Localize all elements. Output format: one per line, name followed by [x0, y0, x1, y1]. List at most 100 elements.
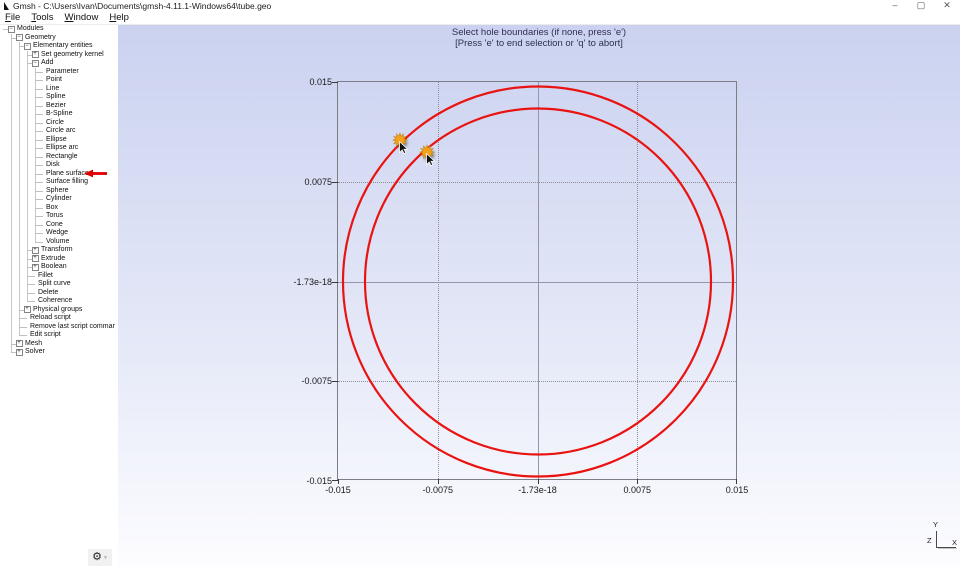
tree-item-delete[interactable]: Delete: [0, 289, 118, 298]
tree-item-fillet[interactable]: Fillet: [0, 272, 118, 281]
tree-item-rectangle[interactable]: Rectangle: [0, 153, 118, 162]
collapse-box-icon[interactable]: −: [7, 25, 15, 33]
tree-connector: [35, 139, 43, 141]
collapse-box-icon[interactable]: −: [31, 59, 39, 67]
tree-item-split-curve[interactable]: Split curve: [0, 280, 118, 289]
tree-item-label: Line: [46, 84, 60, 92]
tree-item-label: Volume: [46, 237, 70, 245]
tree-item-cylinder[interactable]: Cylinder: [0, 195, 118, 204]
gear-menu-button[interactable]: ⚙ ▼: [88, 549, 112, 566]
tree-connector: [19, 335, 27, 336]
tree-connector: [35, 233, 43, 234]
tree-item-remove-last-script-commar[interactable]: Remove last script commar: [0, 323, 118, 332]
window-title: Gmsh - C:\Users\Ivan\Documents\gmsh-4.11…: [13, 0, 272, 11]
y-axis-label: -1.73e-18: [293, 276, 332, 287]
tree-item-circle-arc[interactable]: Circle arc: [0, 127, 118, 136]
mouse-cursor-icon: [426, 153, 436, 167]
gizmo-label-z: Z: [927, 536, 932, 545]
tree-item-coherence[interactable]: Coherence: [0, 297, 118, 306]
tree-item-add[interactable]: − Add: [0, 59, 118, 68]
graphics-canvas[interactable]: Select hole boundaries (if none, press '…: [118, 25, 960, 568]
expand-box-icon[interactable]: +: [31, 263, 39, 271]
tree-item-label: Coherence: [38, 297, 73, 304]
tree-connector: [35, 224, 43, 226]
x-axis-tick: [637, 479, 639, 484]
tree-item-line[interactable]: Line: [0, 85, 118, 94]
menu-tools[interactable]: Tools: [31, 12, 54, 23]
plot-area[interactable]: ✹ ✹ 0.015 0.0075 -1.73e-18 -0.0075 -0.015 -0.…: [293, 77, 748, 495]
gizmo-label-x: X: [952, 538, 958, 547]
menu-file[interactable]: File: [5, 12, 21, 23]
tree-connector: [35, 131, 43, 132]
collapse-box-icon[interactable]: −: [23, 42, 31, 50]
tree-item-solver[interactable]: + Solver: [0, 348, 118, 357]
expand-box-icon[interactable]: +: [23, 306, 31, 313]
expand-box-icon[interactable]: +: [31, 255, 39, 262]
tree-item-elementary-entities[interactable]: − Elementary entities: [0, 42, 118, 51]
tree-item-torus[interactable]: Torus: [0, 212, 118, 221]
tree-item-geometry[interactable]: − Geometry: [0, 34, 118, 43]
tree-item-point[interactable]: Point: [0, 76, 118, 85]
tree-item-spline[interactable]: Spline: [0, 93, 118, 102]
tree-item-ellipse[interactable]: Ellipse: [0, 136, 118, 145]
tree-item-label: Plane surface: [46, 169, 89, 177]
tree-item-edit-script[interactable]: Edit script: [0, 331, 118, 340]
inner-circle-curve: [363, 107, 713, 456]
expand-box-icon[interactable]: +: [15, 340, 23, 347]
tree-item-ellipse-arc[interactable]: Ellipse arc: [0, 144, 118, 153]
x-axis-tick: [338, 479, 339, 484]
tree-item-surface-filling[interactable]: Surface filling: [0, 178, 118, 187]
tree-item-transform[interactable]: + Transform: [0, 246, 118, 255]
maximize-icon[interactable]: ▢: [916, 0, 926, 10]
tree-connector: [35, 165, 43, 166]
tree-item-physical-groups[interactable]: + Physical groups: [0, 306, 118, 315]
tree-item-wedge[interactable]: Wedge: [0, 229, 118, 238]
minimize-icon[interactable]: –: [892, 0, 898, 10]
tree-connector: [3, 29, 8, 30]
expand-box-icon[interactable]: +: [15, 348, 23, 356]
x-axis-tick: [537, 479, 539, 484]
tree-item-label: Parameter: [46, 67, 79, 75]
tree-item-volume[interactable]: Volume: [0, 238, 118, 247]
menu-help[interactable]: Help: [109, 12, 129, 23]
y-axis-label: -0.0075: [301, 376, 332, 387]
menu-window[interactable]: Window: [64, 12, 99, 23]
tree-item-circle[interactable]: Circle: [0, 119, 118, 128]
tube-geometry[interactable]: [338, 82, 738, 481]
tree-connector: [27, 250, 32, 251]
tree-item-boolean[interactable]: + Boolean: [0, 263, 118, 272]
tree-connector: [27, 301, 35, 302]
tree-item-set-geometry-kernel[interactable]: + Set geometry kernel: [0, 51, 118, 60]
tree-item-cone[interactable]: Cone: [0, 221, 118, 230]
collapse-box-icon[interactable]: −: [15, 34, 23, 41]
tree-item-b-spline[interactable]: B-Spline: [0, 110, 118, 119]
tree-item-label: Split curve: [38, 280, 71, 287]
tree-connector: [35, 173, 43, 175]
tree-item-label: Physical groups: [33, 305, 83, 313]
tree-item-label: Torus: [46, 212, 64, 219]
tree-item-plane-surface[interactable]: Plane surface: [0, 170, 118, 179]
gridline-horizontal: [338, 181, 736, 183]
tree-item-box[interactable]: Box: [0, 204, 118, 213]
tree-item-label: Circle: [46, 118, 64, 126]
tree-item-disk[interactable]: Disk: [0, 161, 118, 170]
tree-connector: [11, 37, 16, 39]
tree-item-bezier[interactable]: Bezier: [0, 102, 118, 111]
expand-box-icon[interactable]: +: [31, 246, 39, 254]
tree-item-label: Transform: [41, 246, 73, 253]
gizmo-y-axis: [936, 531, 937, 548]
tree-item-label: Delete: [38, 288, 59, 296]
tree-item-mesh[interactable]: + Mesh: [0, 340, 118, 349]
tree-item-modules[interactable]: − Modules: [0, 25, 118, 34]
tree-item-reload-script[interactable]: Reload script: [0, 314, 118, 323]
close-icon[interactable]: ✕: [943, 0, 951, 10]
tree-item-parameter[interactable]: Parameter: [0, 68, 118, 77]
tree-item-label: Rectangle: [46, 152, 78, 160]
tree-item-sphere[interactable]: Sphere: [0, 187, 118, 196]
tree-item-extrude[interactable]: + Extrude: [0, 255, 118, 264]
tree-item-label: Extrude: [41, 254, 66, 262]
tree-guide: [11, 33, 12, 353]
tree-item-label: Add: [41, 59, 54, 66]
expand-box-icon[interactable]: +: [31, 51, 39, 58]
tree-connector: [35, 182, 43, 183]
